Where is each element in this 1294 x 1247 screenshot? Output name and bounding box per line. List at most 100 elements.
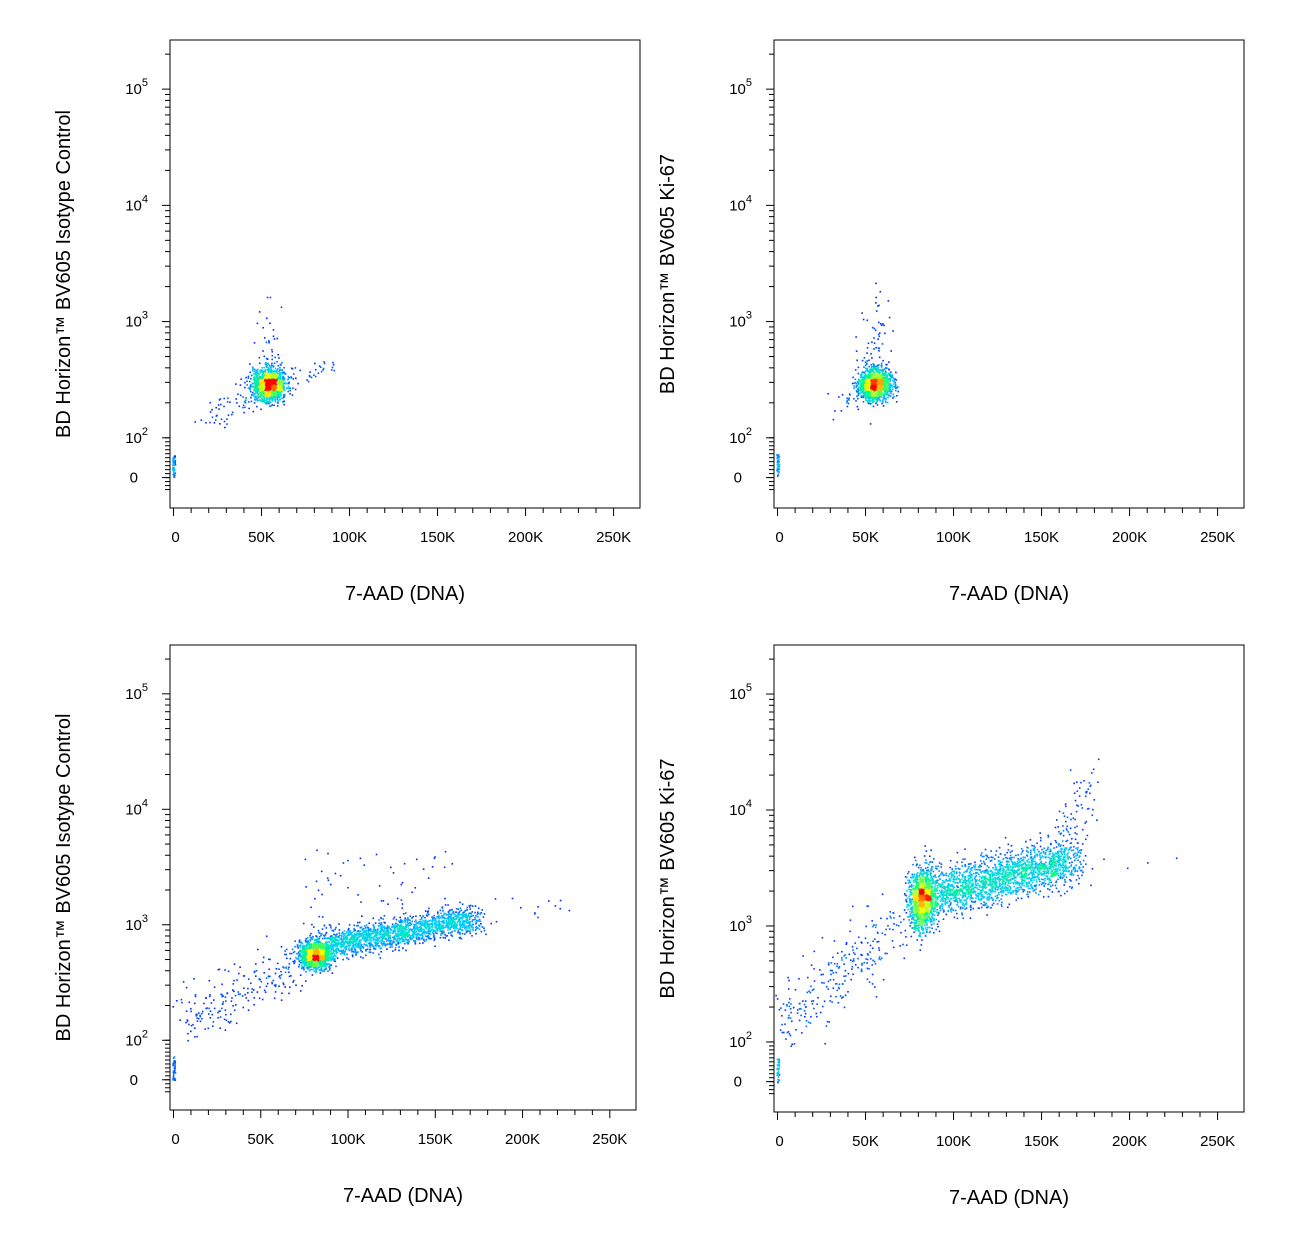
event-point xyxy=(312,958,314,960)
event-point xyxy=(864,396,867,399)
event-point xyxy=(879,290,882,293)
event-point xyxy=(270,375,273,378)
event-point xyxy=(884,380,886,383)
event-point xyxy=(254,388,256,390)
event-point xyxy=(862,318,865,321)
event-point xyxy=(868,365,870,368)
event-point xyxy=(279,384,281,387)
event-point xyxy=(317,372,320,374)
event-point xyxy=(868,399,870,401)
event-point xyxy=(875,396,878,399)
event-point xyxy=(444,904,447,906)
event-point xyxy=(258,356,261,359)
event-point xyxy=(317,943,319,946)
event-point xyxy=(273,377,276,380)
event-point xyxy=(886,367,888,369)
event-point xyxy=(847,402,850,405)
event-point xyxy=(879,379,882,381)
event-point xyxy=(304,963,306,965)
event-point xyxy=(300,958,303,960)
event-point xyxy=(267,375,270,378)
event-point xyxy=(864,380,867,383)
event-point xyxy=(871,357,873,359)
event-point xyxy=(280,375,282,378)
event-point xyxy=(410,928,412,931)
plot-frame xyxy=(169,39,641,509)
event-point xyxy=(853,387,855,389)
event-point xyxy=(271,404,274,406)
event-point xyxy=(285,383,287,385)
event-point xyxy=(287,378,290,381)
y-axis-title: BD Horizon™ BV605 Isotype Control xyxy=(53,110,75,438)
event-point xyxy=(272,386,275,389)
event-point xyxy=(873,395,875,398)
event-point xyxy=(292,951,295,954)
event-point xyxy=(464,920,467,922)
event-point xyxy=(891,376,893,378)
event-point xyxy=(442,932,444,935)
event-point xyxy=(866,347,869,349)
event-point xyxy=(316,941,319,943)
event-point xyxy=(265,375,267,378)
event-point xyxy=(298,954,300,957)
event-point xyxy=(279,390,281,392)
y-tick-base: 10 xyxy=(729,430,746,447)
event-point xyxy=(302,955,305,957)
event-point xyxy=(872,400,874,402)
event-point xyxy=(888,361,890,363)
event-point xyxy=(877,383,879,385)
event-point xyxy=(299,974,302,976)
event-point xyxy=(275,383,277,386)
event-point xyxy=(319,950,321,952)
event-point xyxy=(882,368,884,371)
event-point xyxy=(863,378,865,381)
event-point xyxy=(893,385,895,388)
event-point xyxy=(262,326,264,329)
event-point xyxy=(295,956,297,959)
event-point xyxy=(283,366,285,369)
event-point xyxy=(293,959,296,962)
event-point xyxy=(869,384,871,386)
event-point xyxy=(271,395,273,397)
event-point xyxy=(329,957,331,959)
event-point xyxy=(871,390,874,392)
event-point xyxy=(778,456,781,458)
event-point xyxy=(883,379,886,382)
event-point xyxy=(220,418,223,421)
event-point xyxy=(466,917,468,919)
event-point xyxy=(461,913,464,916)
event-point xyxy=(864,385,866,387)
event-point xyxy=(848,393,851,395)
event-point xyxy=(255,380,257,382)
event-point xyxy=(281,383,284,386)
event-point xyxy=(439,909,442,912)
event-point xyxy=(877,305,879,307)
event-point xyxy=(878,304,880,307)
event-point xyxy=(474,905,477,907)
event-point xyxy=(867,379,870,381)
event-point xyxy=(174,461,176,463)
event-point xyxy=(305,948,307,950)
event-point xyxy=(301,965,303,968)
event-point xyxy=(866,360,868,362)
event-point xyxy=(446,934,448,937)
event-point xyxy=(320,944,323,947)
event-point xyxy=(268,386,271,389)
event-point xyxy=(870,397,873,399)
event-point xyxy=(324,956,327,959)
event-point xyxy=(310,932,312,935)
event-point xyxy=(870,368,873,370)
event-point xyxy=(261,377,263,379)
event-point xyxy=(278,396,280,398)
event-point xyxy=(475,926,477,928)
event-point xyxy=(300,941,302,944)
event-point xyxy=(305,886,307,888)
event-point xyxy=(882,376,885,379)
event-point xyxy=(267,374,269,377)
event-point xyxy=(365,924,368,926)
event-point xyxy=(321,957,324,960)
event-point xyxy=(867,401,870,404)
event-point xyxy=(316,961,318,964)
y-tick-base: 10 xyxy=(729,314,746,331)
event-point xyxy=(254,399,256,401)
